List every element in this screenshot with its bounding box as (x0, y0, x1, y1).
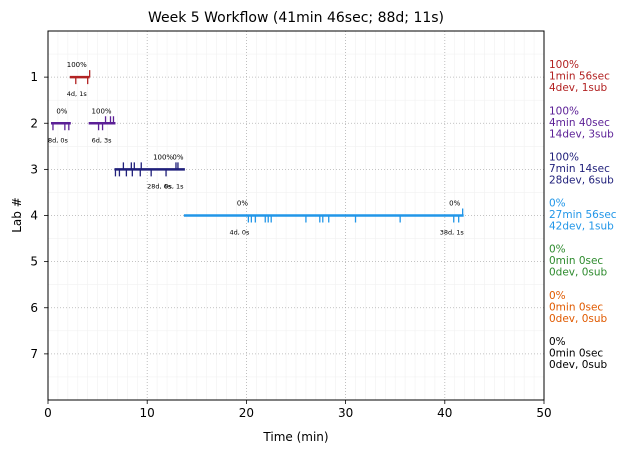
lab-summary-line: 0min 0sec (549, 347, 603, 359)
lab-summary-line: 0dev, 0sub (549, 359, 608, 371)
lab-summary-line: 1min 56sec (549, 71, 610, 83)
y-tick-label: 3 (30, 162, 38, 176)
segment-percent-label: 0% (449, 200, 460, 208)
x-tick-label: 0 (44, 406, 52, 420)
segment-percent-label: 0% (56, 107, 67, 115)
x-tick-label: 20 (239, 406, 254, 420)
segment-percent-label: 100% (67, 61, 87, 69)
y-tick-label: 1 (30, 70, 38, 84)
axes: 0 10 20 30 40 50 1 2 3 4 5 6 7 (30, 70, 551, 420)
y-tick-label: 7 (30, 347, 38, 361)
x-tick-label: 30 (338, 406, 353, 420)
lab-summary-line: 7min 14sec (549, 163, 610, 175)
lab-summary-line: 0% (549, 244, 566, 256)
y-tick-label: 2 (30, 116, 38, 130)
lab-summary-line: 100% (549, 151, 579, 163)
x-tick-label: 50 (536, 406, 551, 420)
lab-summary-line: 0% (549, 198, 566, 210)
segment-percent-label: 0% (172, 153, 183, 161)
lab-summary-line: 14dev, 3sub (549, 128, 614, 140)
lab-summary-line: 0% (549, 290, 566, 302)
x-tick-label: 10 (140, 406, 155, 420)
y-tick-label: 5 (30, 255, 38, 269)
y-axis-label: Lab # (10, 197, 24, 233)
lab-summary-line: 0dev, 0sub (549, 267, 608, 279)
segment-count-label: 38d, 1s (440, 229, 465, 237)
segment-count-label: 28d, 6s (147, 182, 172, 190)
x-tick-label: 40 (437, 406, 452, 420)
y-tick-label: 6 (30, 301, 38, 315)
lab-summary-line: 0min 0sec (549, 255, 603, 267)
segment-count-label: 8d, 0s (48, 136, 69, 144)
lab-summary-line: 4dev, 1sub (549, 82, 608, 94)
lab-summary-line: 0% (549, 336, 566, 348)
lab-summary-line: 0dev, 0sub (549, 313, 608, 325)
segment-count-label: 0s, 1s (164, 182, 184, 190)
lab-summary-line: 100% (549, 105, 579, 117)
lab-summary-line: 0min 0sec (549, 301, 603, 313)
lab-summary-line: 42dev, 1sub (549, 221, 614, 233)
segment-count-label: 4d, 1s (67, 90, 88, 98)
segment-count-label: 4d, 0s (229, 229, 250, 237)
lab-summary-line: 4min 40sec (549, 117, 610, 129)
chart-title: Week 5 Workflow (41min 46sec; 88d; 11s) (148, 10, 444, 26)
segment-count-label: 6d, 3s (92, 136, 113, 144)
x-axis-label: Time (min) (262, 430, 328, 444)
y-tick-label: 4 (30, 209, 38, 223)
segment-percent-label: 100% (92, 107, 112, 115)
segment-percent-label: 0% (237, 200, 248, 208)
lab-summary-line: 100% (549, 59, 579, 71)
segment-percent-label: 100% (153, 153, 173, 161)
lab-summary-line: 28dev, 6sub (549, 174, 614, 186)
lab-summary-line: 27min 56sec (549, 209, 617, 221)
